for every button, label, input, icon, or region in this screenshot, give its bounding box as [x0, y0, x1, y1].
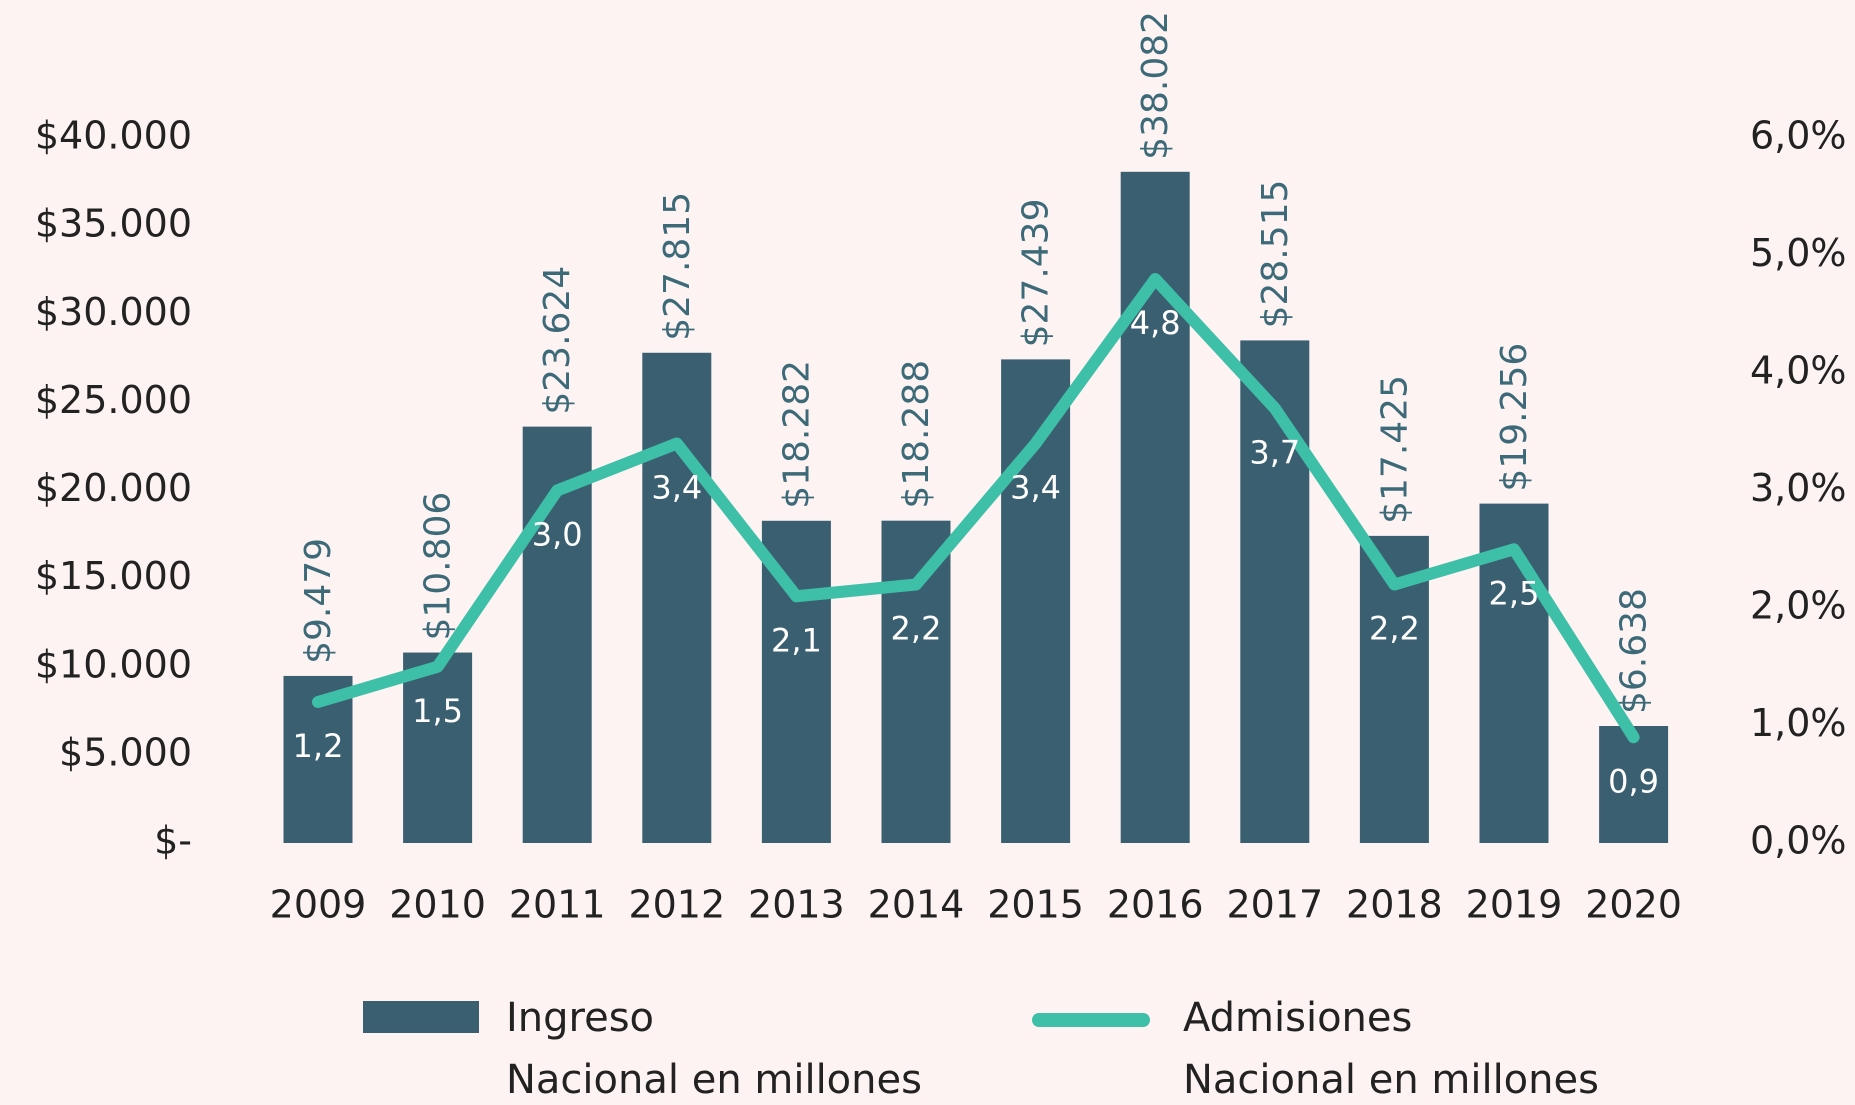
bar-value-label: $23.624 [537, 266, 578, 415]
y-tick-label: $10.000 [35, 642, 192, 686]
y2-tick-label: 6,0% [1750, 114, 1847, 158]
bar-value-label: $10.806 [418, 492, 459, 641]
bar [403, 652, 473, 843]
bar [1001, 359, 1071, 843]
y-tick-label: $5.000 [59, 730, 192, 774]
bar [1240, 340, 1310, 843]
y-tick-label: $30.000 [35, 290, 192, 334]
x-tick-label: 2014 [868, 883, 965, 927]
y-tick-label: $15.000 [35, 554, 192, 598]
bar-value-label: $27.439 [1016, 199, 1057, 348]
bar [1599, 726, 1669, 843]
bar-value-label: $6.638 [1614, 588, 1655, 714]
x-tick-label: 2012 [628, 883, 725, 927]
y-tick-label: $- [154, 819, 192, 863]
bar-value-label: $27.815 [657, 192, 698, 341]
y-tick-label: $25.000 [35, 378, 192, 422]
bar-value-label: $38.082 [1135, 11, 1176, 160]
bar [642, 352, 712, 843]
x-tick-label: 2016 [1107, 883, 1204, 927]
bar-value-label: $9.479 [298, 538, 339, 664]
line-value-label: 2,1 [771, 621, 822, 659]
line-value-label: 1,5 [412, 692, 463, 730]
bar [881, 520, 951, 843]
x-tick-label: 2009 [270, 883, 367, 927]
bar [1120, 171, 1190, 843]
line-value-label: 3,4 [651, 469, 702, 507]
x-tick-label: 2015 [987, 883, 1084, 927]
y2-tick-label: 4,0% [1750, 349, 1847, 393]
line-value-label: 3,4 [1010, 469, 1061, 507]
bar-value-label: $18.282 [776, 360, 817, 509]
legend-label: Admisiones Nacional en millones [1183, 995, 1599, 1103]
legend-swatch [363, 1001, 479, 1033]
bar-value-label: $19.256 [1494, 343, 1535, 492]
x-tick-label: 2019 [1466, 883, 1563, 927]
bar-value-label: $28.515 [1255, 180, 1296, 329]
x-tick-label: 2020 [1585, 883, 1682, 927]
legend-label: Ingreso Nacional en millones [506, 995, 922, 1103]
x-tick-label: 2018 [1346, 883, 1443, 927]
bar-value-label: $17.425 [1374, 375, 1415, 524]
line-value-label: 3,0 [532, 516, 583, 554]
y-tick-label: $20.000 [35, 466, 192, 510]
line-value-label: 1,2 [293, 727, 344, 765]
y2-tick-label: 1,0% [1750, 701, 1847, 745]
x-tick-label: 2010 [389, 883, 486, 927]
bar-value-label: $18.288 [896, 360, 937, 509]
x-tick-label: 2013 [748, 883, 845, 927]
line-value-label: 0,9 [1608, 762, 1659, 800]
y2-tick-label: 2,0% [1750, 584, 1847, 628]
line-value-label: 2,5 [1489, 574, 1540, 612]
y-tick-label: $40.000 [35, 114, 192, 158]
line-value-label: 3,7 [1249, 433, 1300, 471]
y2-tick-label: 3,0% [1750, 466, 1847, 510]
line-value-label: 4,8 [1130, 304, 1181, 342]
y2-tick-label: 0,0% [1750, 819, 1847, 863]
y2-tick-label: 5,0% [1750, 231, 1847, 275]
line-value-label: 2,2 [891, 610, 942, 648]
line [312, 273, 1640, 744]
x-tick-label: 2011 [509, 883, 606, 927]
x-tick-label: 2017 [1226, 883, 1323, 927]
line-value-label: 2,2 [1369, 610, 1420, 648]
y-tick-label: $35.000 [35, 202, 192, 246]
